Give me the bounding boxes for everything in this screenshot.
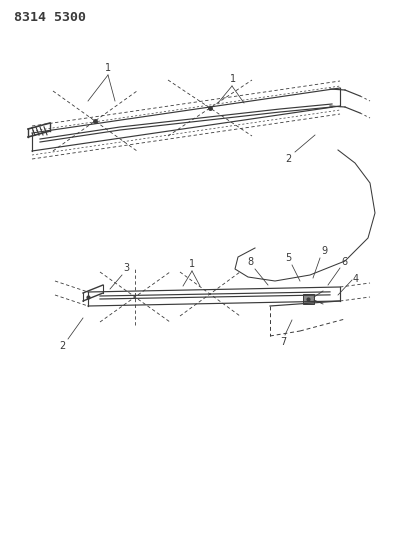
Text: 1: 1 bbox=[189, 259, 195, 269]
Text: 3: 3 bbox=[123, 263, 129, 273]
Bar bbox=[303, 294, 314, 304]
Text: 5: 5 bbox=[285, 253, 291, 263]
Text: 1: 1 bbox=[230, 74, 236, 84]
Text: 8: 8 bbox=[247, 257, 253, 267]
Text: 2: 2 bbox=[60, 341, 66, 351]
Text: 9: 9 bbox=[321, 246, 327, 256]
Text: 7: 7 bbox=[280, 337, 286, 347]
Text: 1: 1 bbox=[105, 63, 111, 73]
Text: 4: 4 bbox=[353, 274, 359, 284]
Text: 8314 5300: 8314 5300 bbox=[14, 11, 86, 24]
Text: 2: 2 bbox=[286, 154, 292, 164]
Text: 6: 6 bbox=[341, 257, 347, 267]
